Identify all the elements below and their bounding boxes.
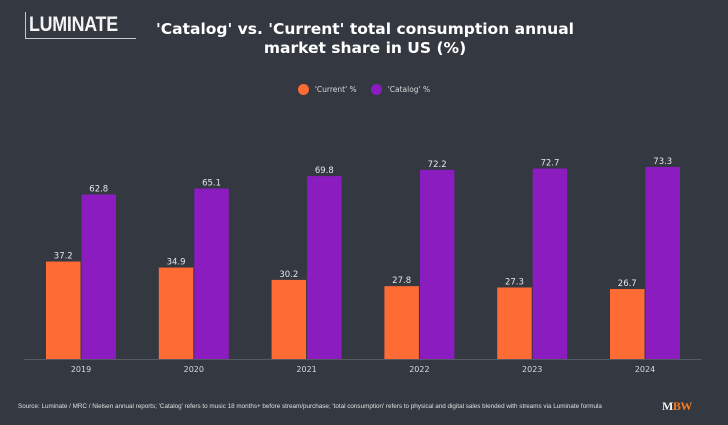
bar-catalog-2020[interactable] <box>194 188 229 359</box>
mbw-logo-m: M <box>662 399 673 413</box>
data-label-catalog-2020: 65.1 <box>202 178 221 188</box>
bar-catalog-2019[interactable] <box>81 194 117 359</box>
data-label-catalog-2024: 73.3 <box>653 157 672 167</box>
data-label-current-2019: 37.2 <box>54 252 73 262</box>
bar-current-2023[interactable] <box>497 287 532 359</box>
chart-legend: 'Current' % 'Catalog' % <box>0 84 728 95</box>
data-label-current-2024: 26.7 <box>618 279 637 289</box>
mbw-logo: MBW <box>662 399 692 414</box>
bar-current-2021[interactable] <box>271 279 307 359</box>
bar-current-2019[interactable] <box>46 261 81 359</box>
data-label-current-2021: 30.2 <box>279 270 298 280</box>
x-tick-label-2021: 2021 <box>296 365 316 374</box>
luminate-logo: LUMINATE <box>25 12 136 39</box>
logo-text: LUMINATE <box>29 13 118 36</box>
bar-catalog-2021[interactable] <box>307 176 342 359</box>
data-label-catalog-2021: 69.8 <box>315 166 334 176</box>
bar-current-2020[interactable] <box>158 267 194 359</box>
mbw-logo-bw: BW <box>672 399 693 413</box>
data-label-catalog-2022: 72.2 <box>428 160 447 170</box>
data-label-current-2023: 27.3 <box>505 277 524 287</box>
source-note: Source: Luminate / MRC / Nielsen annual … <box>18 403 602 410</box>
legend-label-catalog: 'Catalog' % <box>387 85 431 94</box>
data-label-current-2022: 27.8 <box>392 276 411 286</box>
x-tick-label-2019: 2019 <box>71 365 91 374</box>
x-tick-label-2024: 2024 <box>635 365 655 374</box>
bar-current-2022[interactable] <box>384 286 419 359</box>
data-label-catalog-2019: 62.8 <box>89 184 108 194</box>
bar-catalog-2022[interactable] <box>419 169 455 359</box>
legend-swatch-current <box>297 84 309 95</box>
bar-catalog-2023[interactable] <box>532 168 568 359</box>
bar-catalog-2024[interactable] <box>645 166 681 359</box>
bar-current-2024[interactable] <box>610 289 645 359</box>
data-label-current-2020: 34.9 <box>167 258 186 268</box>
chart-title-line-2: market share in US (%) <box>263 39 467 57</box>
chart-title: 'Catalog' vs. 'Current' total consumptio… <box>140 20 590 58</box>
chart-title-line-1: 'Catalog' vs. 'Current' total consumptio… <box>156 20 574 38</box>
x-tick-label-2023: 2023 <box>522 365 542 374</box>
legend-item-current[interactable]: 'Current' % <box>297 84 357 95</box>
legend-label-current: 'Current' % <box>314 85 357 94</box>
data-label-catalog-2023: 72.7 <box>540 159 559 169</box>
legend-swatch-catalog <box>370 84 382 95</box>
x-tick-label-2020: 2020 <box>184 365 204 374</box>
x-tick-label-2022: 2022 <box>409 365 429 374</box>
legend-item-catalog[interactable]: 'Catalog' % <box>370 84 431 95</box>
